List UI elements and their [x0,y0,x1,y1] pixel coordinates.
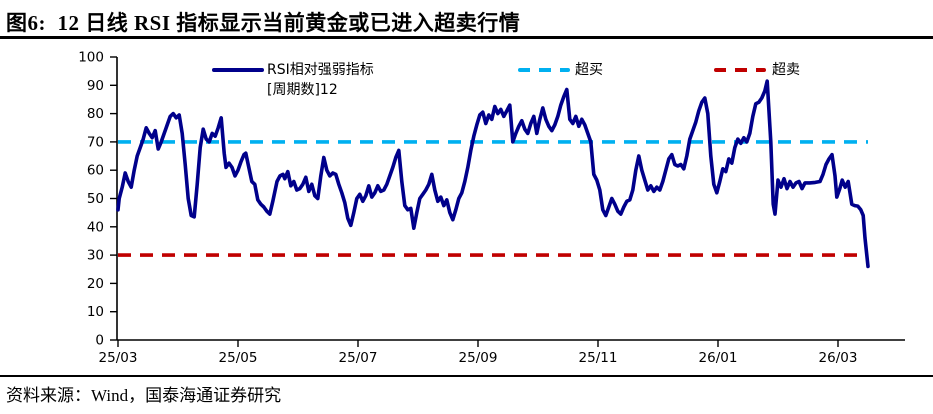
y-tick-label: 70 [87,134,104,150]
y-tick-label: 80 [87,106,104,122]
source-text: 资料来源：Wind，国泰海通证券研究 [6,386,282,405]
x-tick-label: 25/07 [339,350,378,366]
y-tick-label: 100 [78,50,104,66]
rsi-series-line [116,79,870,269]
y-tick-label: 10 [87,304,104,320]
y-tick-label: 0 [95,333,104,349]
y-tick-label: 50 [87,191,104,207]
x-tick-label: 26/03 [819,350,858,366]
y-tick-label: 60 [87,163,104,179]
rsi-chart: 0 10 20 30 40 50 60 70 80 90 100 25/03 25/05 25/07 25/… [0,40,933,372]
y-tick-label: 40 [87,219,104,235]
y-tick-label: 20 [87,276,104,292]
title-divider [0,36,933,39]
x-tick-label: 25/09 [459,350,498,366]
x-tick-label: 25/11 [579,350,618,366]
x-tick-label: 26/01 [699,350,738,366]
rsi-chart-svg: 0 10 20 30 40 50 60 70 80 90 100 25/03 25/05 25/07 25/… [78,50,905,366]
footer-divider [0,375,933,377]
figure-title: 图6: 12 日线 RSI 指标显示当前黄金或已进入超卖行情 [6,11,521,35]
x-tick-label: 25/05 [219,350,258,366]
y-tick-label: 90 [87,78,104,94]
y-tick-label: 30 [87,248,104,264]
x-tick-label: 25/03 [99,350,138,366]
